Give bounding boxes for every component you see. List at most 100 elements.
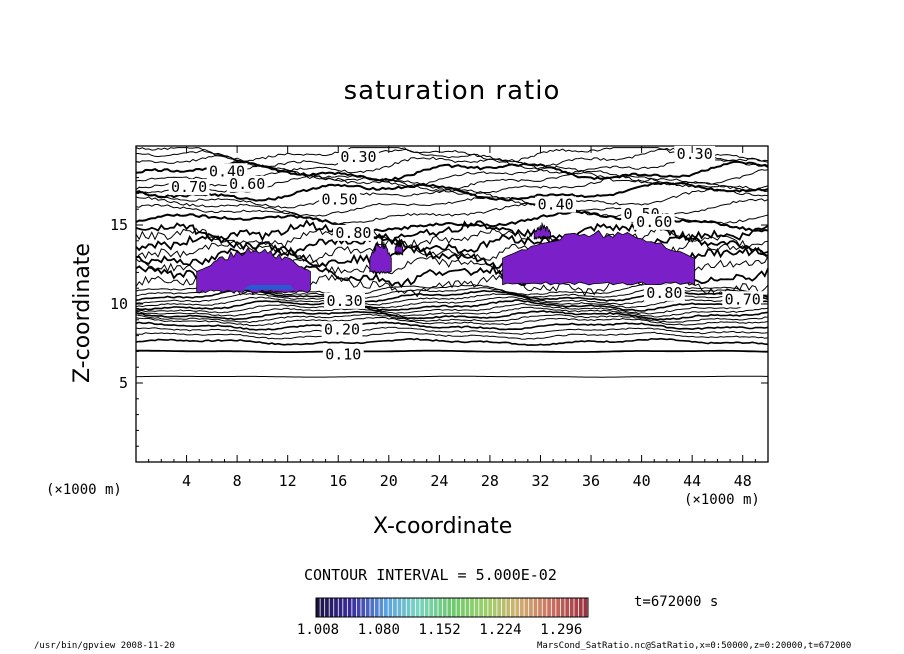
contour-line: [135, 302, 769, 315]
colorbar-cell: [533, 598, 538, 617]
contour-label: 0.60: [636, 213, 672, 231]
colorbar-cell: [316, 598, 320, 617]
colorbar-cell: [497, 598, 502, 617]
colorbar-cell: [551, 598, 556, 617]
colorbar-cell: [361, 598, 366, 617]
colorbar-cell: [515, 598, 520, 617]
colorbar-cell: [461, 598, 465, 617]
contour-label: 0.40: [538, 195, 574, 213]
colorbar-cell: [542, 598, 547, 617]
footer-source: MarsCond_SatRatio.nc@SatRatio,x=0:50000,…: [537, 641, 852, 651]
colorbar-cell: [583, 598, 588, 617]
colorbar-cell: [578, 598, 583, 617]
colorbar-frame: [315, 597, 589, 618]
colorbar-cell: [470, 598, 474, 617]
footer-command: /usr/bin/gpview 2008-11-20: [34, 641, 175, 651]
contour-label-bg: [206, 163, 248, 180]
x-axis-ticks: 4 8 12 16 20 24 28 32 36 40 44 48: [148, 146, 756, 490]
contour-line: [135, 375, 768, 378]
x-tick-label: 28: [481, 472, 499, 490]
colorbar-cell: [370, 598, 375, 617]
contour-line: [135, 296, 769, 309]
colorbar-cell: [320, 598, 325, 617]
colorbar-cell: [501, 598, 506, 617]
colorbar-cell: [524, 598, 529, 617]
colorbar-cell: [334, 598, 338, 617]
filled-region: [369, 240, 392, 275]
colorbar-cell: [520, 598, 524, 617]
contour-label: 0.30: [677, 145, 713, 163]
x-tick-label: 36: [582, 472, 600, 490]
contour-label: 0.30: [326, 292, 362, 310]
contour-label: 0.40: [209, 162, 245, 180]
contour-label-bg: [324, 292, 365, 309]
contour-label: 0.70: [725, 290, 761, 308]
colorbar-cell: [529, 598, 533, 617]
x-tick-label: 48: [734, 472, 752, 490]
filled-region: [243, 285, 294, 290]
colorbar-cell: [442, 598, 447, 617]
colorbar-cell: [565, 598, 570, 617]
x-tick-label: 32: [531, 472, 549, 490]
colorbar-cell: [556, 598, 560, 617]
contour-label-bg: [322, 346, 364, 363]
y-axis-label: Z-coordinate: [70, 243, 95, 383]
colorbar-cell: [474, 598, 479, 617]
contour-label: 0.60: [229, 175, 265, 193]
colorbar-cell: [415, 598, 420, 617]
colorbar-cell: [343, 598, 347, 617]
colorbar-cell: [510, 598, 515, 617]
y-tick-label: 5: [119, 374, 128, 392]
filled-supersaturation-regions: [196, 222, 696, 294]
contour-line: [135, 154, 769, 175]
colorbar-cell: [560, 598, 565, 617]
colorbar-cell: [479, 598, 483, 617]
contour-label-bg: [333, 224, 374, 241]
contour-label: 0.70: [171, 178, 207, 196]
x-tick-label: 12: [279, 472, 297, 490]
colorbar-cell: [492, 598, 497, 617]
colorbar-cell: [411, 598, 415, 617]
x-tick-label: 20: [380, 472, 398, 490]
colorbar-tick-label: 1.152: [419, 622, 461, 638]
contour-line: [135, 232, 769, 257]
colorbar-tick-label: 1.080: [358, 622, 400, 638]
contour-label-bg: [321, 321, 363, 338]
contour-label-bg: [319, 191, 360, 208]
y-axis-ticks: 5 10 15: [110, 161, 768, 447]
colorbar-cell: [356, 598, 361, 617]
filled-region: [502, 229, 696, 286]
x-axis-unit-right: (×1000 m): [684, 492, 760, 508]
colorbar-cell: [569, 598, 574, 617]
colorbar-cell: [538, 598, 542, 617]
filled-region: [196, 247, 311, 294]
x-axis-label: X-coordinate: [373, 514, 513, 539]
colorbar-cell: [456, 598, 461, 617]
colorbar-cell: [384, 598, 388, 617]
contour-label: 0.20: [324, 320, 360, 338]
colorbar-cell: [424, 598, 429, 617]
x-tick-label: 16: [329, 472, 347, 490]
contour-interval-label: CONTOUR INTERVAL = 5.000E-02: [304, 566, 557, 584]
contour-line: [135, 299, 769, 312]
colorbar-cell: [352, 598, 356, 617]
colorbar-cell: [347, 598, 352, 617]
colorbar-cell: [406, 598, 411, 617]
contour-line: [135, 313, 769, 324]
colorbar-cell: [397, 598, 402, 617]
colorbar-cell: [338, 598, 343, 617]
filled-region: [533, 222, 551, 241]
x-tick-label: 4: [182, 472, 191, 490]
colorbar-cell: [420, 598, 424, 617]
contour-label-bg: [674, 145, 716, 162]
x-axis-unit-left: (×1000 m): [46, 482, 122, 498]
colorbar-cell: [329, 598, 334, 617]
contour-label-bg: [535, 196, 577, 213]
contour-labels: 0.300.300.400.700.600.500.400.500.600.80…: [168, 145, 764, 364]
colorbar-cell: [465, 598, 470, 617]
contour-label: 0.30: [340, 148, 376, 166]
colorbar-cell: [379, 598, 384, 617]
time-label: t=672000 s: [634, 594, 719, 610]
contour-label-bg: [168, 179, 210, 196]
